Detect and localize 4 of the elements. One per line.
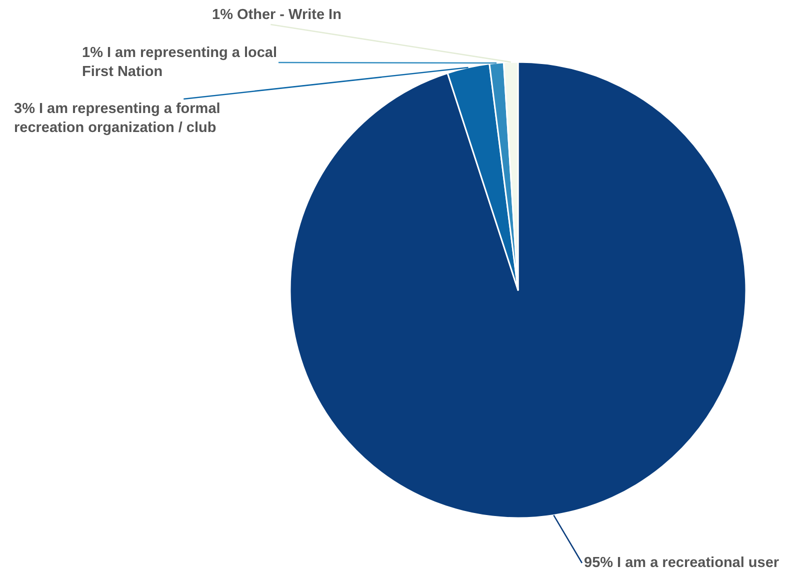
slice-label: 1% I am representing a local First Nation <box>82 45 278 80</box>
slice-label: 3% I am representing a formal recreation organization / club <box>14 101 220 136</box>
slice-label: 95% I am a recreational user <box>584 555 780 571</box>
slice-label: 1% Other - Write In <box>212 7 342 23</box>
